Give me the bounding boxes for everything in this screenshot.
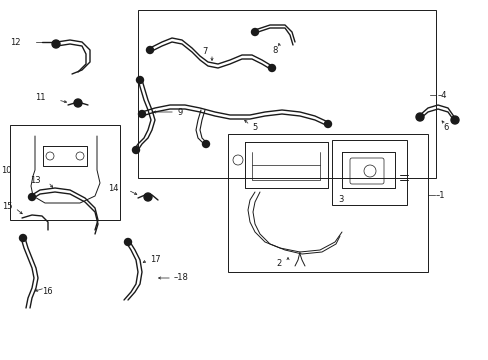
Text: –4: –4	[437, 90, 447, 99]
Circle shape	[415, 113, 423, 121]
Text: 17: 17	[150, 256, 160, 265]
Text: 16: 16	[42, 288, 53, 297]
Text: 10: 10	[1, 166, 12, 175]
Text: 13: 13	[30, 176, 41, 185]
Bar	[227, 134, 427, 272]
Text: 15: 15	[2, 202, 13, 211]
Circle shape	[251, 28, 258, 36]
Circle shape	[268, 64, 275, 72]
Circle shape	[20, 234, 26, 242]
Text: 9: 9	[178, 108, 183, 117]
Circle shape	[74, 99, 82, 107]
Text: 11: 11	[35, 94, 45, 103]
Circle shape	[143, 193, 152, 201]
Circle shape	[138, 111, 145, 117]
Circle shape	[124, 239, 131, 246]
Circle shape	[28, 194, 36, 201]
Bar	[10, 125, 120, 220]
Bar	[331, 140, 406, 205]
Circle shape	[202, 140, 209, 148]
Text: 12: 12	[10, 37, 20, 46]
Bar	[138, 10, 435, 178]
Text: 2: 2	[275, 260, 281, 269]
Circle shape	[132, 147, 139, 153]
Circle shape	[136, 77, 143, 84]
Text: 7: 7	[202, 46, 207, 55]
Text: 14: 14	[108, 184, 118, 193]
Text: 6: 6	[442, 122, 447, 131]
Text: 5: 5	[251, 122, 257, 131]
Circle shape	[52, 40, 60, 48]
Text: 3: 3	[337, 195, 343, 204]
Text: –1: –1	[435, 190, 445, 199]
Circle shape	[450, 116, 458, 124]
Circle shape	[146, 46, 153, 54]
Text: 8: 8	[271, 45, 277, 54]
Text: –18: –18	[174, 274, 188, 283]
Circle shape	[324, 121, 331, 127]
